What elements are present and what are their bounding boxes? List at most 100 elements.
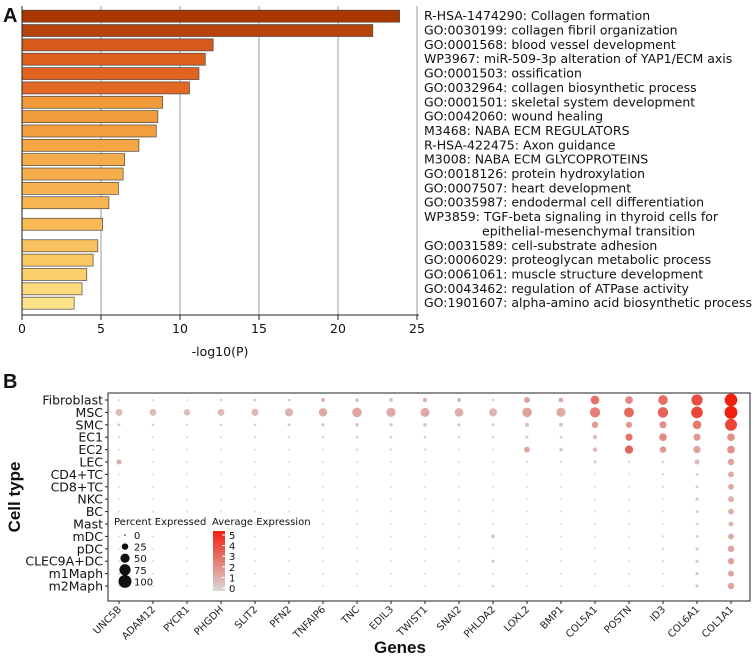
dot (624, 445, 634, 454)
dot (458, 473, 460, 476)
dot (526, 473, 528, 476)
dot (352, 407, 362, 418)
term-label: R-HSA-1474290: Collagen formation (424, 8, 650, 23)
dot (152, 461, 154, 463)
dot (186, 560, 188, 563)
dot (492, 498, 494, 501)
dot (727, 582, 735, 590)
dot (457, 436, 461, 439)
term-labels: R-HSA-1474290: Collagen formationGO:0030… (424, 8, 752, 310)
bar (21, 182, 119, 195)
dot (287, 436, 291, 439)
dot (526, 485, 528, 488)
dot (727, 445, 735, 454)
dot (356, 473, 358, 476)
dot (488, 408, 498, 417)
term-label: GO:0032964: collagen biosynthetic proces… (424, 80, 697, 95)
dot (662, 523, 664, 525)
dot (389, 448, 393, 451)
gene-label: PYCR1 (162, 604, 192, 634)
dot (492, 485, 494, 488)
term-label: GO:0035987: endodermal cell differentiat… (424, 195, 704, 210)
dot (661, 473, 665, 476)
dot (152, 498, 154, 501)
gene-label: TWIST1 (395, 604, 430, 639)
dot (118, 572, 120, 575)
dot (356, 498, 358, 501)
term-label: GO:0001501: skeletal system development (424, 94, 695, 109)
bar (21, 253, 94, 267)
dot (152, 560, 154, 563)
dot (390, 560, 392, 563)
dot (661, 460, 665, 464)
dot (458, 498, 460, 501)
dot (356, 535, 358, 538)
dot (322, 485, 324, 488)
dot (691, 394, 703, 406)
dot (185, 423, 189, 426)
x-ticks: 0 5 10 15 20 25 (18, 315, 425, 336)
term-label: GO:0007507: heart development (424, 180, 631, 195)
dot (526, 572, 528, 575)
dot (152, 572, 154, 575)
dot (625, 421, 633, 428)
dot (152, 535, 154, 538)
dot (728, 496, 734, 503)
dot (288, 572, 290, 575)
dot (318, 408, 328, 417)
dot (594, 560, 596, 563)
dot (525, 460, 529, 464)
dot (556, 407, 566, 417)
x-tick-label: 25 (409, 321, 425, 336)
dot (662, 510, 664, 513)
plot-frame (107, 392, 751, 602)
gene-label: PFN2 (268, 604, 294, 630)
dot (458, 572, 460, 575)
gene-label: COL5A1 (564, 604, 600, 640)
gene-label: SLIT2 (233, 604, 260, 631)
dot (627, 460, 631, 464)
dot (322, 448, 324, 451)
dot (725, 418, 737, 431)
term-label: GO:0042060: wound healing (424, 109, 603, 124)
dot (186, 572, 188, 575)
cell-type-label: mDC (72, 529, 103, 544)
dot (625, 433, 633, 441)
x-axis-title: Genes (374, 638, 426, 656)
dot (116, 459, 122, 465)
dot (458, 510, 460, 513)
dot (284, 408, 294, 417)
dot (454, 408, 464, 417)
dot (152, 547, 154, 550)
enrichment-bar-chart: 0 5 10 15 20 25 -log10(P) R-HSA-1474290: Coll… (18, 6, 752, 359)
gene-label: LOXL2 (502, 604, 532, 634)
dot (724, 405, 738, 419)
panel-b-label: B (3, 371, 17, 393)
x-tick-label: 20 (330, 321, 346, 336)
x-axis-title: -log10(P) (192, 344, 249, 359)
gene-label: COL1A1 (700, 604, 736, 640)
dot (524, 446, 530, 453)
dot (594, 535, 596, 538)
dot (355, 448, 359, 451)
size-legend-dot (124, 534, 126, 536)
dot (589, 407, 601, 418)
cell-type-label: CD8+TC (51, 479, 104, 494)
size-legend-dot (118, 574, 132, 588)
term-label: GO:0043462: regulation of ATPase activit… (424, 281, 690, 296)
size-legend-label: 25 (134, 543, 147, 554)
dot (253, 423, 257, 427)
size-legend-label: 75 (134, 566, 147, 577)
dot (356, 560, 358, 563)
dot (628, 535, 630, 538)
dot (594, 510, 596, 513)
dot (186, 510, 188, 513)
dot (694, 459, 700, 465)
dot (219, 398, 223, 402)
dot (559, 435, 563, 439)
dot (320, 397, 326, 403)
dot (424, 547, 426, 550)
dot (492, 523, 494, 525)
